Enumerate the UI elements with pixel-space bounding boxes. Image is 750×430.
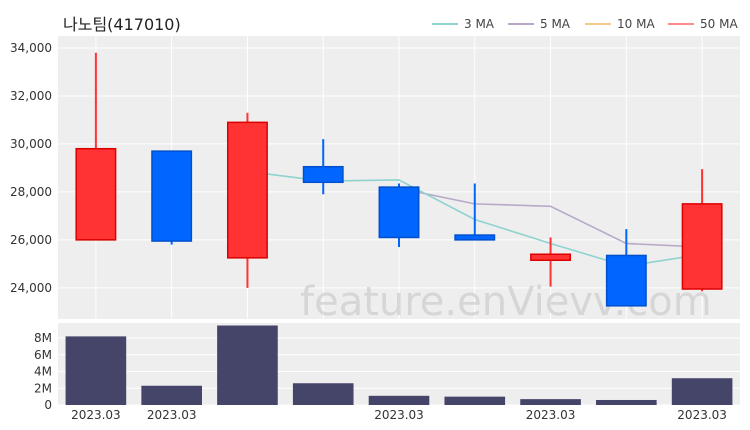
volume-tick-label: 8M <box>34 331 52 345</box>
volume-tick-label: 4M <box>34 365 52 379</box>
price-tick-label: 32,000 <box>10 89 52 103</box>
x-tick-label: 2023.03 <box>147 408 197 422</box>
x-axis-labels: 2023.03 2023.03 2023.03 2023.03 2023.03 <box>71 408 727 422</box>
volume-tick-label: 2M <box>34 381 52 395</box>
price-tick-label: 28,000 <box>10 185 52 199</box>
volume-bar <box>292 383 354 405</box>
x-tick-label: 2023.03 <box>526 408 576 422</box>
volume-bars <box>65 325 733 405</box>
volume-bar <box>444 396 506 405</box>
price-tick-label: 26,000 <box>10 233 52 247</box>
price-tick-label: 30,000 <box>10 137 52 151</box>
watermark-text: feature.enVievv.com <box>300 279 712 325</box>
candle-body <box>454 234 496 241</box>
x-tick-label: 2023.03 <box>71 408 121 422</box>
volume-bar <box>217 325 278 405</box>
candle-body <box>75 147 117 241</box>
volume-bar <box>368 395 430 405</box>
legend-label: 5 MA <box>540 17 571 31</box>
candle-body <box>530 253 572 261</box>
price-y-axis: 24,000 26,000 28,000 30,000 32,000 34,000 <box>10 41 52 295</box>
volume-bar <box>671 378 733 405</box>
volume-bar <box>520 399 581 405</box>
volume-bar <box>596 399 657 405</box>
chart-title: 나노팀(417010) <box>63 15 181 34</box>
candle-body <box>378 186 420 239</box>
candle-body <box>226 121 268 259</box>
legend-label: 10 MA <box>617 17 655 31</box>
x-tick-label: 2023.03 <box>374 408 424 422</box>
volume-bar <box>141 385 202 405</box>
candle-body <box>302 165 344 184</box>
candle-body <box>681 203 723 290</box>
candle-body <box>151 150 193 242</box>
volume-bar <box>65 336 127 405</box>
volume-tick-label: 0 <box>44 398 52 412</box>
volume-y-axis: 0 2M 4M 6M 8M <box>34 331 52 412</box>
legend-label: 50 MA <box>700 17 738 31</box>
ma5-line <box>398 187 703 248</box>
price-tick-label: 24,000 <box>10 281 52 295</box>
legend: 3 MA 5 MA 10 MA 50 MA <box>432 17 738 31</box>
candlesticks <box>75 52 723 307</box>
volume-tick-label: 6M <box>34 348 52 362</box>
legend-label: 3 MA <box>464 17 495 31</box>
price-tick-label: 34,000 <box>10 41 52 55</box>
candle-body <box>605 254 647 307</box>
x-tick-label: 2023.03 <box>677 408 727 422</box>
